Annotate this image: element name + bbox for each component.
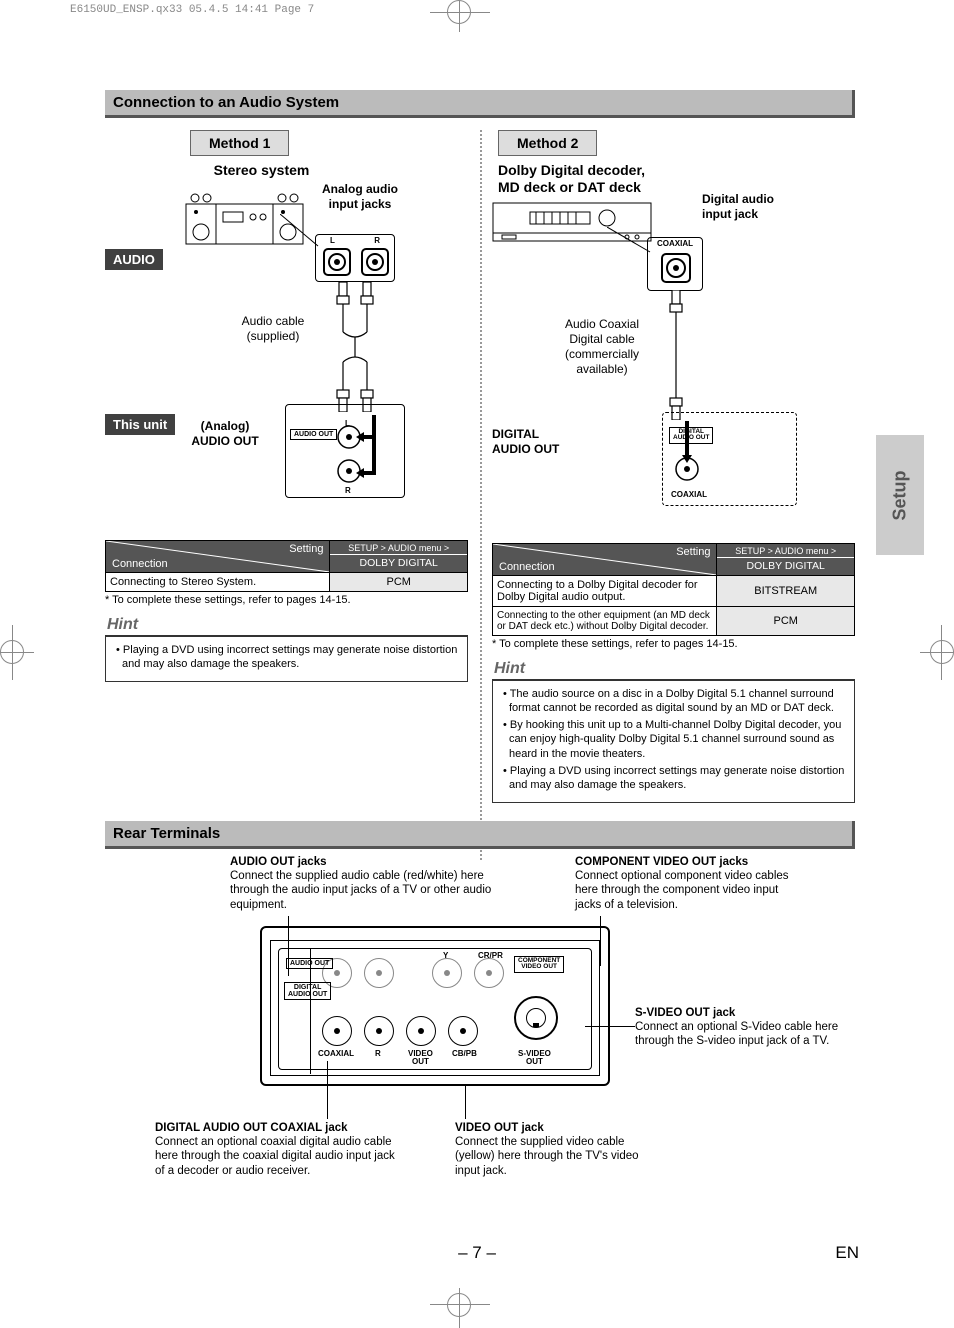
reg-mark-icon xyxy=(459,1288,460,1328)
method2-column: Method 2 Dolby Digital decoder, MD deck … xyxy=(478,130,855,803)
reg-mark-icon xyxy=(12,625,13,680)
r-label: R xyxy=(374,237,380,245)
table-cell: PCM xyxy=(330,573,468,592)
svideo-jack-icon xyxy=(514,996,558,1040)
rear-terminals-section: Rear Terminals AUDIO OUT jacksConnect th… xyxy=(105,821,855,1201)
rear-label-svideo: S-VIDEO OUT xyxy=(518,1050,551,1066)
rear-label-dao: DIGITAL AUDIO OUT xyxy=(284,982,331,1000)
r-label-out: R xyxy=(345,487,351,495)
method1-badge: Method 1 xyxy=(190,130,289,156)
jack-icon xyxy=(474,958,504,988)
reg-mark-icon xyxy=(459,0,460,32)
this-unit-badge: This unit xyxy=(105,414,175,435)
connection-label: Connection xyxy=(112,558,168,570)
coaxial-out-label: COAXIAL xyxy=(671,491,707,499)
rear-terminals-header: Rear Terminals xyxy=(105,821,855,849)
coaxial-cable-icon xyxy=(664,290,688,420)
unit-audio-out-panel: AUDIO OUT L R xyxy=(285,404,405,498)
video-callout: VIDEO OUT jackConnect the supplied video… xyxy=(455,1121,665,1179)
reg-mark-icon xyxy=(941,625,942,680)
page-number: – 7 – xyxy=(0,1243,954,1263)
rear-label-video-out: VIDEO OUT xyxy=(408,1050,433,1066)
coaxial-small-label: COAXIAL xyxy=(648,240,702,248)
hint-header: Hint xyxy=(105,616,468,637)
digital-out-panel: DIGITAL AUDIO OUT COAXIAL xyxy=(662,412,797,506)
coaxial-cable-label: Audio Coaxial Digital cable (commerciall… xyxy=(547,317,657,377)
section-connection-header: Connection to an Audio System xyxy=(105,90,855,118)
reg-mark-icon xyxy=(430,1304,490,1305)
table-cell: Connecting to the other equipment (an MD… xyxy=(493,606,717,635)
method2-footnote: * To complete these settings, refer to p… xyxy=(492,638,855,650)
rear-label-r: R xyxy=(375,1050,381,1058)
audio-out-callout: AUDIO OUT jacksConnect the supplied audi… xyxy=(230,855,500,913)
dao-small-label: DIGITAL AUDIO OUT xyxy=(669,427,713,444)
audio-out-small-label: AUDIO OUT xyxy=(290,429,337,440)
table-cell: BITSTREAM xyxy=(717,575,855,606)
method2-badge: Method 2 xyxy=(498,130,597,156)
method1-column: Method 1 Stereo system Analog audio inpu… xyxy=(105,130,468,803)
jack-icon xyxy=(322,1016,352,1046)
method1-hint-box: • Playing a DVD using incorrect settings… xyxy=(105,637,468,682)
hint-text: • The audio source on a disc in a Dolby … xyxy=(499,687,848,716)
table-cell: Connecting to Stereo System. xyxy=(106,573,330,592)
analog-audio-out-label: (Analog) AUDIO OUT xyxy=(180,419,270,449)
table-diag-header: Setting Connection xyxy=(493,543,717,575)
setting-label: Setting xyxy=(289,543,323,555)
hint-header: Hint xyxy=(492,660,855,681)
component-callout: COMPONENT VIDEO OUT jacksConnect optiona… xyxy=(575,855,800,913)
side-tab-label: Setup xyxy=(890,470,911,520)
jack-icon xyxy=(406,1016,436,1046)
rear-label-y: Y xyxy=(443,952,448,960)
method2-hint-box: • The audio source on a disc in a Dolby … xyxy=(492,681,855,803)
svideo-callout: S-VIDEO OUT jackConnect an optional S-Vi… xyxy=(635,1006,840,1049)
reg-mark-icon xyxy=(920,652,954,653)
jack-icon xyxy=(364,958,394,988)
hint-text: • Playing a DVD using incorrect settings… xyxy=(112,643,461,672)
method2-diagram: Digital audio input jack COAXIAL Audio C… xyxy=(492,202,855,537)
method2-subtitle: Dolby Digital decoder, MD deck or DAT de… xyxy=(498,162,855,196)
setting-label: Setting xyxy=(676,546,710,558)
audio-cable-icon xyxy=(333,282,383,412)
jack-icon xyxy=(448,1016,478,1046)
jack-icon xyxy=(364,1016,394,1046)
coaxial-input-panel: COAXIAL xyxy=(647,237,703,291)
rear-panel-diagram: AUDIO OUT DIGITAL AUDIO OUT Y CR/PR COMP… xyxy=(260,926,610,1086)
l-label-out: L xyxy=(345,420,350,428)
rear-label-crpr: CR/PR xyxy=(478,952,503,960)
method1-diagram: Analog audio input jacks xyxy=(105,184,468,534)
leader-line xyxy=(607,227,652,257)
hint-text: • Playing a DVD using incorrect settings… xyxy=(499,764,848,793)
rear-label-coaxial: COAXIAL xyxy=(318,1050,354,1058)
table-diag-header: Setting Connection xyxy=(106,541,330,573)
method1-footnote: * To complete these settings, refer to p… xyxy=(105,594,468,606)
table-cell: PCM xyxy=(717,606,855,635)
rca-input-panel: L R xyxy=(315,234,395,282)
rear-label-cbpb: CB/PB xyxy=(452,1050,477,1058)
connection-label: Connection xyxy=(499,561,555,573)
rear-label-component: COMPONENT VIDEO OUT xyxy=(514,956,564,973)
reg-mark-icon xyxy=(430,12,490,13)
jack-icon xyxy=(432,958,462,988)
digital-callout: DIGITAL AUDIO OUT COAXIAL jackConnect an… xyxy=(155,1121,405,1179)
side-tab-setup: Setup xyxy=(876,435,924,555)
method2-settings-table: Setting Connection SETUP > AUDIO menu > … xyxy=(492,543,855,636)
analog-input-label: Analog audio input jacks xyxy=(305,182,415,212)
l-label: L xyxy=(330,237,335,245)
menu-path-header: SETUP > AUDIO menu > DOLBY DIGITAL xyxy=(330,541,468,573)
reg-mark-icon xyxy=(0,652,34,653)
menu-path-header: SETUP > AUDIO menu > DOLBY DIGITAL xyxy=(717,543,855,575)
hint-text: • By hooking this unit up to a Multi-cha… xyxy=(499,718,848,761)
method1-subtitle: Stereo system xyxy=(55,162,468,178)
leader-line xyxy=(280,214,320,254)
audio-badge: AUDIO xyxy=(105,249,163,270)
digital-audio-out-label: DIGITAL AUDIO OUT xyxy=(492,427,592,457)
rca-jacks-icon xyxy=(316,235,396,283)
language-code: EN xyxy=(835,1243,859,1263)
table-cell: Connecting to a Dolby Digital decoder fo… xyxy=(493,575,717,606)
print-header: E6150UD_ENSP.qx33 05.4.5 14:41 Page 7 xyxy=(70,4,314,16)
digital-input-label: Digital audio input jack xyxy=(702,192,812,222)
method1-settings-table: Setting Connection SETUP > AUDIO menu > … xyxy=(105,540,468,592)
leader-line xyxy=(465,1086,466,1119)
audio-cable-label: Audio cable (supplied) xyxy=(223,314,323,344)
